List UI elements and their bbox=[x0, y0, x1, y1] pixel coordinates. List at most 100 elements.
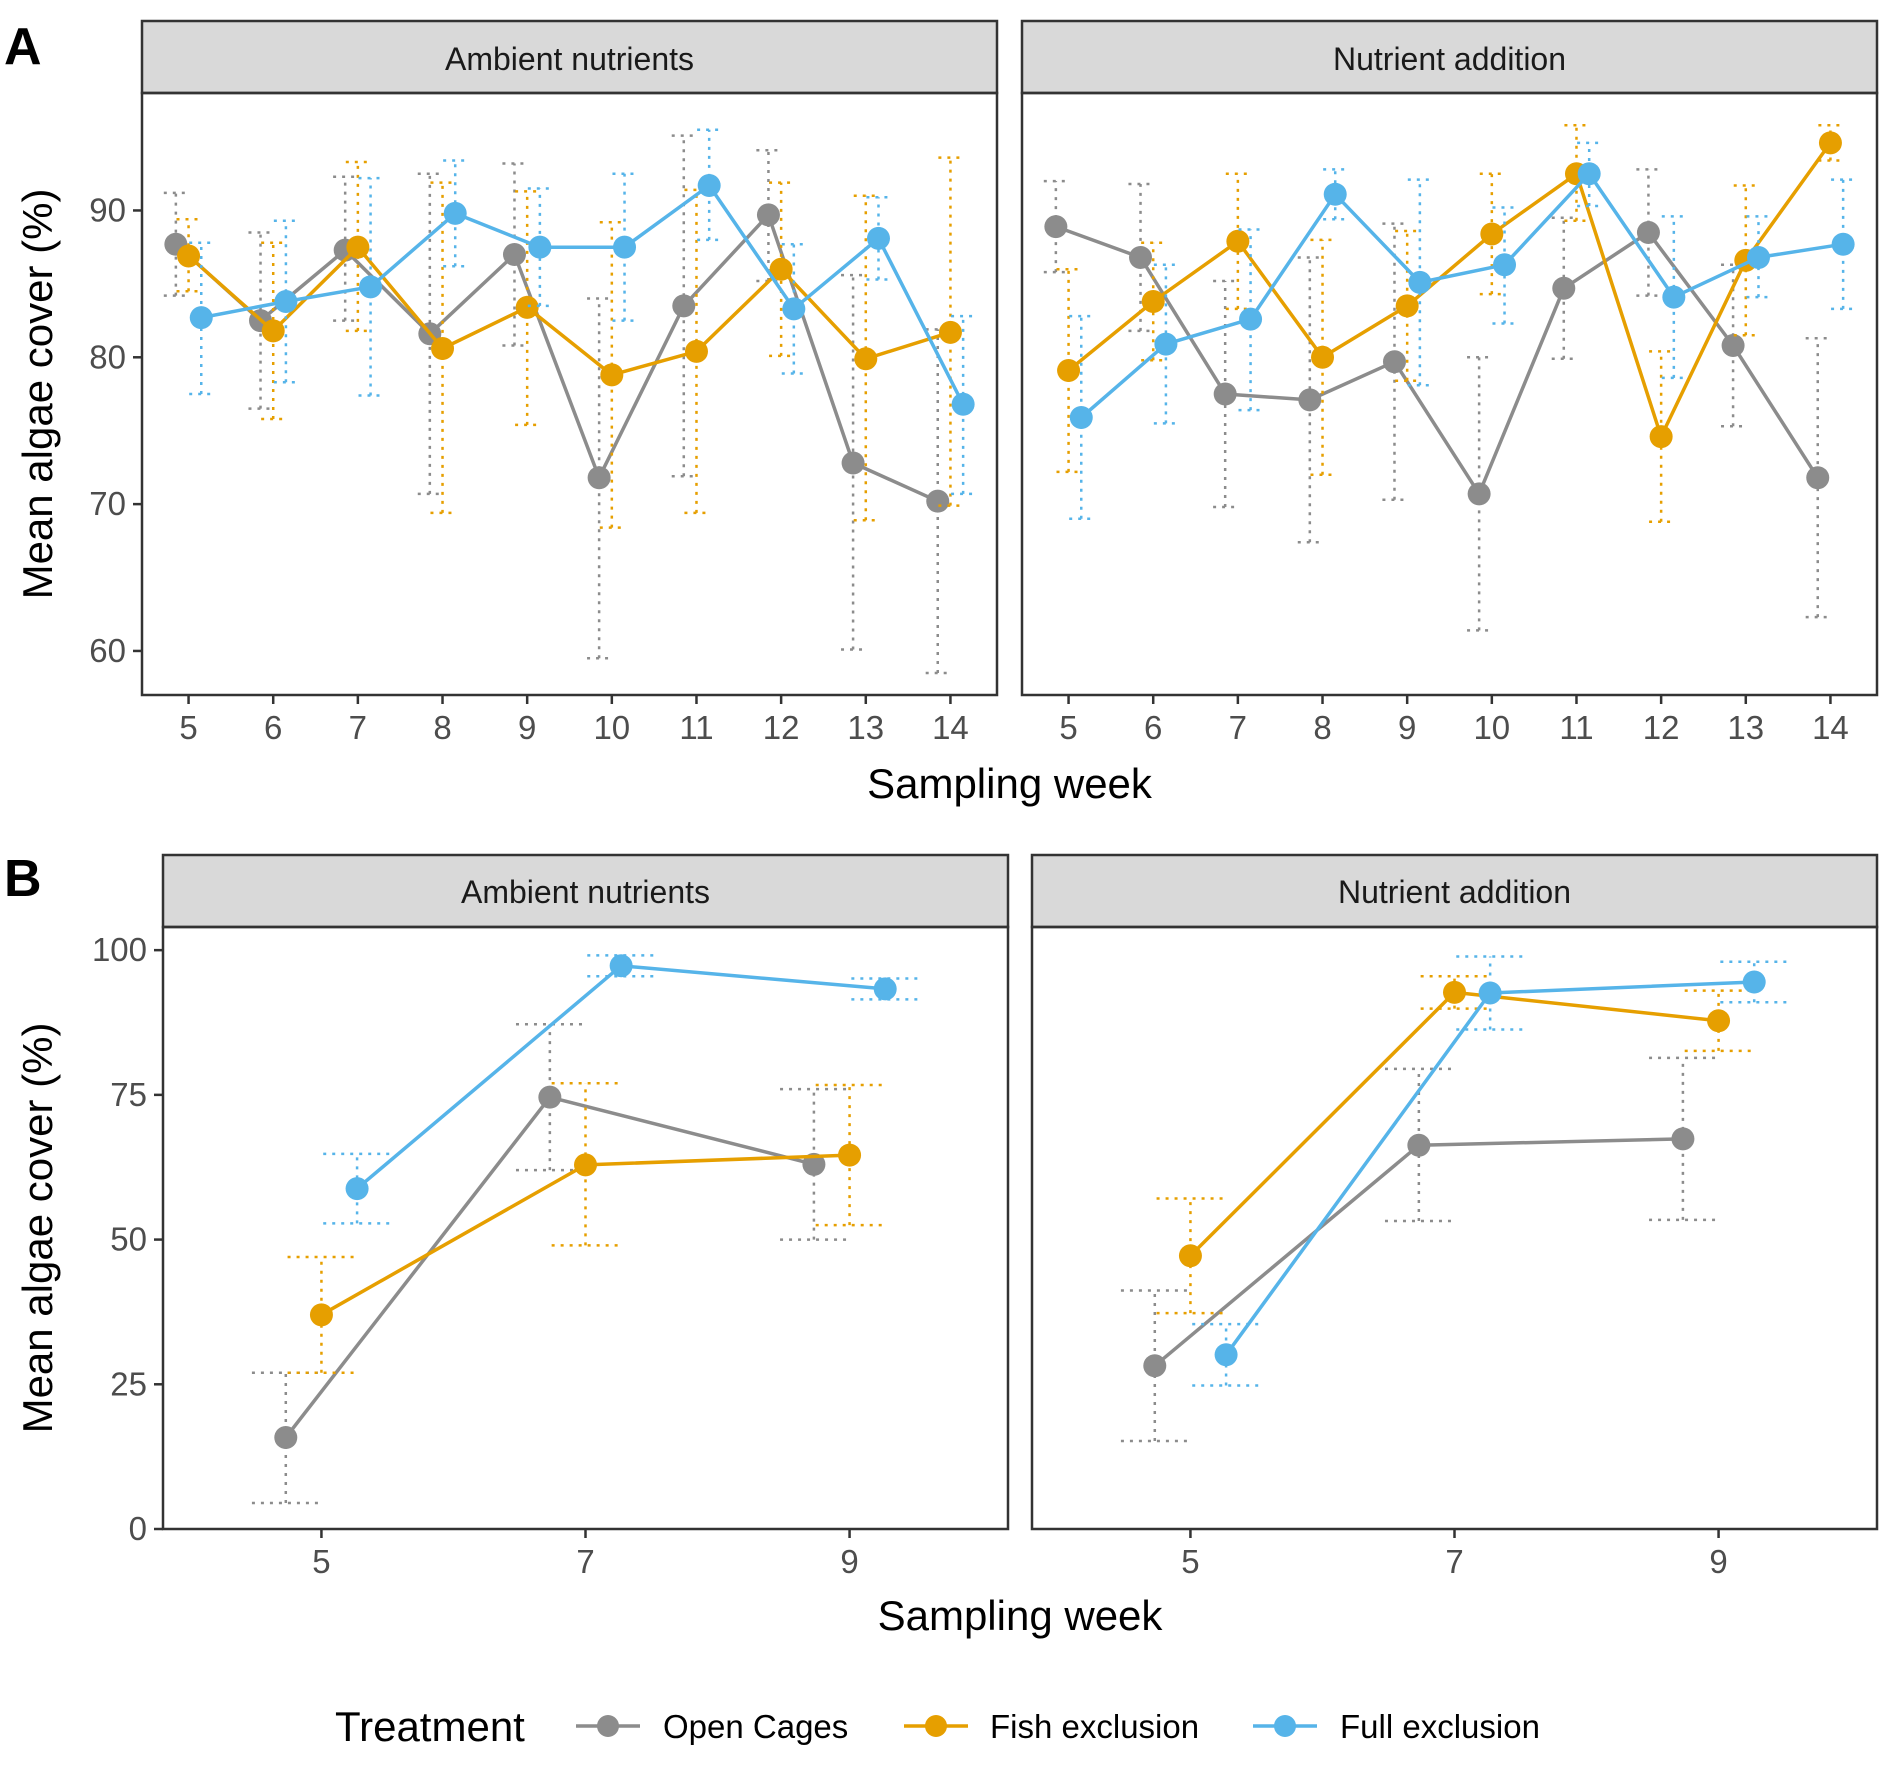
data-point bbox=[769, 257, 793, 281]
series-full-exclusion bbox=[1192, 955, 1789, 1387]
y-tick-label: 0 bbox=[129, 1510, 147, 1547]
series-line bbox=[1067, 141, 1832, 439]
data-point bbox=[782, 297, 806, 321]
y-tick-label: 70 bbox=[89, 485, 126, 522]
series-full-exclusion bbox=[1069, 141, 1856, 521]
facet-strip bbox=[1020, 19, 1879, 95]
y-tick-label: 90 bbox=[89, 191, 126, 228]
x-tick-label: 9 bbox=[518, 709, 536, 746]
panel-b: B Ambient nutrients 5 7 9 Nutrient additio… bbox=[4, 850, 1879, 1639]
y-tick-label: 60 bbox=[89, 632, 126, 669]
facet-strip-label: Nutrient addition bbox=[1333, 41, 1566, 77]
data-point bbox=[261, 319, 285, 343]
data-point bbox=[1742, 970, 1766, 994]
data-point bbox=[938, 320, 962, 344]
error-bar bbox=[1661, 215, 1686, 380]
facet-strip-label: Nutrient addition bbox=[1338, 874, 1571, 910]
error-bar bbox=[527, 187, 552, 308]
error-bar bbox=[261, 241, 286, 421]
data-point bbox=[1141, 289, 1165, 313]
data-point bbox=[1044, 215, 1068, 239]
data-point bbox=[1069, 405, 1093, 429]
series-open-cages bbox=[251, 1022, 848, 1505]
series-fish-exclusion bbox=[287, 1082, 884, 1374]
error-bar bbox=[1141, 241, 1166, 362]
data-point bbox=[838, 1143, 862, 1167]
x-tick-label: 8 bbox=[433, 709, 451, 746]
legend-key-point bbox=[1274, 1715, 1296, 1737]
data-point bbox=[587, 466, 611, 490]
legend-key-point bbox=[925, 1715, 947, 1737]
data-point bbox=[1707, 1009, 1731, 1033]
error-bar bbox=[1577, 141, 1602, 208]
facet-marks: 5 7 9 bbox=[1120, 955, 1789, 1580]
panel-a-tag: A bbox=[4, 18, 42, 76]
data-point bbox=[431, 336, 455, 360]
error-bar bbox=[671, 134, 696, 478]
x-tick-label: 12 bbox=[763, 709, 800, 746]
error-bar bbox=[345, 160, 370, 333]
error-bar bbox=[1156, 1197, 1225, 1315]
data-point bbox=[1478, 981, 1502, 1005]
data-point bbox=[346, 235, 370, 259]
error-bar bbox=[443, 159, 468, 268]
y-tick-label: 80 bbox=[89, 338, 126, 375]
error-bar bbox=[1297, 256, 1322, 544]
panel-a: A Ambient nutrients 5 6 7 8 9 10 11 12 13 14 Nutr… bbox=[4, 18, 1879, 807]
error-bar bbox=[1649, 350, 1674, 523]
x-tick-label: 10 bbox=[593, 709, 630, 746]
data-point bbox=[1818, 131, 1842, 155]
data-point bbox=[1746, 245, 1770, 269]
data-point bbox=[528, 235, 552, 259]
data-point bbox=[1671, 1127, 1695, 1151]
data-point bbox=[359, 275, 383, 299]
error-bar bbox=[1120, 1289, 1189, 1443]
legend-label-full-exclusion: Full exclusion bbox=[1340, 1708, 1540, 1745]
data-point bbox=[756, 203, 780, 227]
error-bar bbox=[769, 181, 794, 358]
x-tick-label: 5 bbox=[312, 1543, 330, 1580]
error-bar bbox=[599, 220, 624, 529]
facet-panel-border bbox=[1020, 91, 1879, 697]
data-point bbox=[697, 174, 721, 198]
x-tick-label: 5 bbox=[179, 709, 197, 746]
legend-label-fish-exclusion: Fish exclusion bbox=[990, 1708, 1199, 1745]
series-line bbox=[200, 183, 965, 406]
data-point bbox=[274, 1426, 298, 1450]
error-bar bbox=[323, 1152, 391, 1225]
x-tick-label: 11 bbox=[679, 709, 713, 746]
series-open-cages bbox=[163, 134, 950, 675]
error-bar bbox=[1153, 263, 1178, 425]
data-point bbox=[574, 1153, 597, 1177]
series-full-exclusion bbox=[323, 954, 920, 1225]
data-point bbox=[873, 977, 897, 1001]
error-bar bbox=[287, 1255, 356, 1374]
data-point bbox=[1213, 382, 1237, 406]
error-bar bbox=[866, 195, 891, 281]
data-point bbox=[866, 226, 890, 250]
legend-key-point bbox=[597, 1715, 619, 1737]
data-point bbox=[274, 289, 298, 313]
error-bar bbox=[951, 314, 976, 496]
legend-item-full-exclusion: Full exclusion bbox=[1253, 1708, 1540, 1745]
data-point bbox=[515, 295, 539, 319]
data-point bbox=[1239, 307, 1263, 331]
series-line bbox=[174, 213, 939, 503]
facet-ambient-nutrients-a: Ambient nutrients 5 6 7 8 9 10 11 12 13 14 bbox=[140, 19, 999, 746]
error-bar bbox=[1384, 1067, 1453, 1223]
facet-marks: 5 6 7 8 9 10 11 12 13 14 bbox=[163, 128, 976, 746]
x-tick-label: 13 bbox=[847, 709, 884, 746]
data-point bbox=[189, 306, 213, 330]
data-point bbox=[1577, 162, 1601, 186]
x-tick-label: 8 bbox=[1313, 709, 1331, 746]
facet-panel-border bbox=[1030, 925, 1879, 1531]
error-bar bbox=[333, 175, 358, 322]
data-point bbox=[1636, 220, 1660, 244]
y-axis-title-b: Mean algae cover (%) bbox=[14, 1023, 61, 1434]
data-point bbox=[1395, 294, 1419, 318]
error-bar bbox=[273, 219, 298, 384]
data-point bbox=[538, 1085, 562, 1109]
legend-title: Treatment bbox=[335, 1703, 525, 1750]
legend-label-open-cages: Open Cages bbox=[663, 1708, 848, 1745]
